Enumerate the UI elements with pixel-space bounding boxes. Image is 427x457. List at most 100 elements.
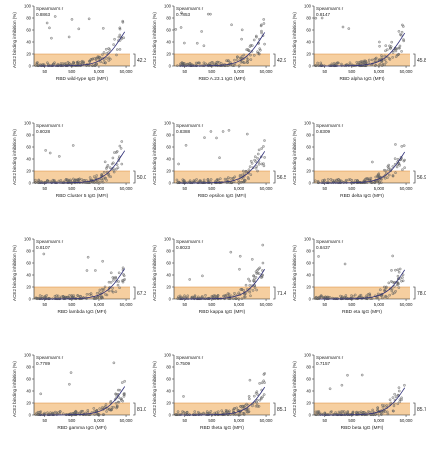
data-point <box>101 413 105 416</box>
data-point <box>262 145 265 148</box>
y-tick-label: 0 <box>169 64 172 69</box>
x-tick-label: 500 <box>68 69 76 74</box>
data-point <box>331 178 334 182</box>
spearman-label: Spearman's r <box>176 6 204 11</box>
data-point <box>207 12 210 16</box>
data-point <box>397 270 401 274</box>
data-point <box>188 179 192 182</box>
data-point <box>101 289 105 292</box>
data-point <box>203 136 206 139</box>
data-point <box>87 181 90 184</box>
data-point <box>105 57 108 60</box>
data-point <box>202 44 206 48</box>
data-point <box>240 55 244 58</box>
data-point <box>76 411 79 415</box>
y-tick-label: 20 <box>26 52 31 57</box>
y-tick-label: 0 <box>309 297 312 302</box>
data-point <box>44 149 47 152</box>
x-axis-label: RBD alpha IgG (MFI) <box>339 76 384 82</box>
data-point <box>339 294 342 298</box>
scatter-panel: 0 20 40 60 80 100 50 500 5,000 50,000 RBD A.23.1 I… <box>164 4 286 83</box>
data-point <box>121 279 124 283</box>
data-point <box>391 174 395 177</box>
y-tick-label: 20 <box>166 52 171 57</box>
data-point <box>390 287 394 291</box>
x-tick-label: 50 <box>322 69 327 74</box>
data-point <box>209 410 213 413</box>
data-point <box>174 413 177 416</box>
data-point <box>243 172 246 176</box>
data-point <box>350 294 353 297</box>
data-point <box>371 408 374 412</box>
data-point <box>315 413 318 416</box>
data-point <box>255 402 259 405</box>
y-tick-label: 100 <box>164 121 172 126</box>
data-point <box>387 163 391 167</box>
data-point <box>79 294 82 298</box>
x-tick-label: 50,000 <box>260 418 273 423</box>
data-point <box>259 397 263 401</box>
scatter-panel: 0 20 40 60 80 100 50 500 5,000 50,000 RBD theta Ig… <box>164 353 286 432</box>
data-point <box>388 398 392 402</box>
data-point <box>262 373 266 376</box>
x-tick-label: 500 <box>68 302 76 307</box>
data-point <box>94 58 98 62</box>
data-point <box>387 173 391 177</box>
data-point <box>225 59 228 62</box>
data-point <box>103 160 107 164</box>
data-point <box>118 27 122 31</box>
data-point <box>218 156 221 160</box>
data-point <box>376 406 379 410</box>
data-point <box>234 297 238 300</box>
x-axis-label: RBD eta IgG (MFI) <box>342 309 382 315</box>
data-point <box>91 64 95 67</box>
data-point <box>263 381 266 384</box>
data-point <box>252 38 256 42</box>
x-tick-label: 50,000 <box>400 186 413 191</box>
data-point <box>102 177 105 181</box>
data-point <box>188 278 191 281</box>
data-point <box>200 30 203 33</box>
data-point <box>38 410 42 414</box>
data-point <box>216 60 219 64</box>
data-point <box>367 61 371 64</box>
data-point <box>341 25 345 29</box>
data-point <box>371 410 374 414</box>
data-point <box>176 297 179 300</box>
data-point <box>69 371 73 374</box>
threshold-bracket <box>273 53 276 67</box>
data-point <box>120 381 124 384</box>
data-point <box>80 178 84 181</box>
y-tick-label: 100 <box>304 4 312 9</box>
data-point <box>93 64 97 67</box>
data-point <box>102 51 106 54</box>
data-point <box>116 283 120 287</box>
x-tick-label: 50,000 <box>260 186 273 191</box>
x-tick-label: 500 <box>348 418 356 423</box>
x-tick-label: 5,000 <box>374 69 385 74</box>
x-tick-label: 5,000 <box>234 186 245 191</box>
data-point <box>73 410 77 414</box>
data-point <box>390 289 394 293</box>
y-axis-label: ACE2 binding inhibition (%) <box>12 12 17 68</box>
scatter-panel: 0 20 40 60 80 100 50 500 5,000 50,000 RBD gamma Ig… <box>24 353 146 432</box>
data-point <box>389 401 393 405</box>
data-point <box>360 60 364 63</box>
x-tick-label: 50,000 <box>400 418 413 423</box>
data-point <box>96 179 100 183</box>
data-point <box>242 413 246 416</box>
y-tick-label: 100 <box>24 237 32 242</box>
data-points <box>34 252 126 300</box>
data-point <box>254 391 258 395</box>
data-point <box>106 164 110 167</box>
y-tick-label: 100 <box>304 237 312 242</box>
x-tick-label: 50,000 <box>400 69 413 74</box>
y-tick-label: 20 <box>166 285 171 290</box>
data-point <box>260 381 264 385</box>
x-tick-label: 50,000 <box>400 302 413 307</box>
y-tick-label: 80 <box>306 133 311 138</box>
data-point <box>256 169 259 173</box>
data-point <box>177 162 180 166</box>
data-point <box>48 151 52 155</box>
data-point <box>344 178 348 182</box>
